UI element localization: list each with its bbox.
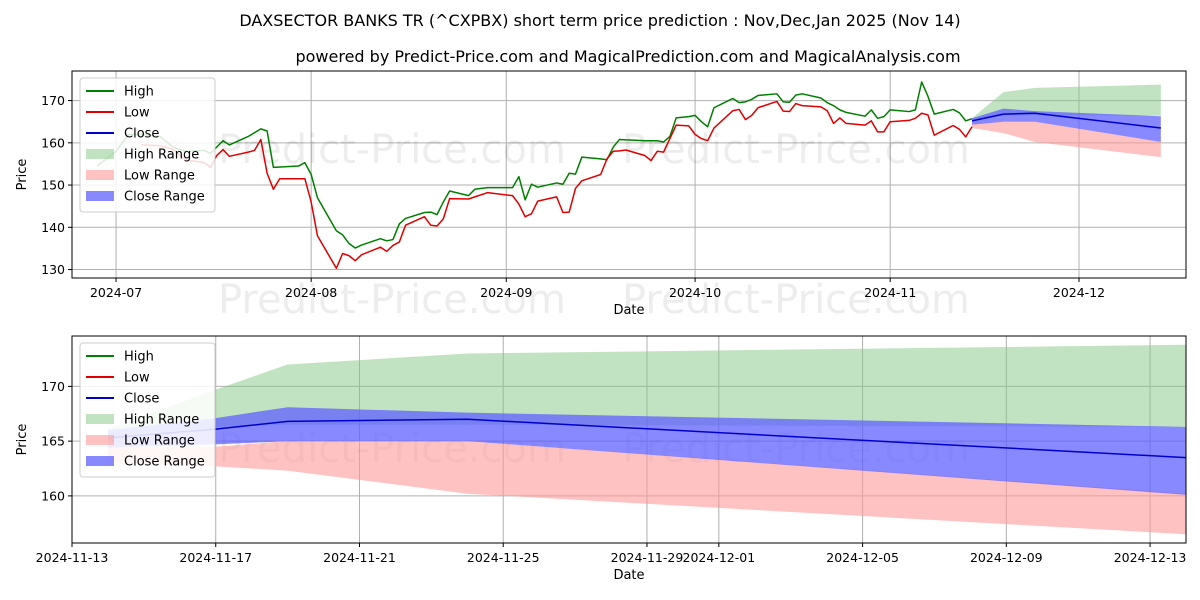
bottom-xtick-label-1: 2024-11-17: [179, 550, 252, 565]
bottom-xtick-label-4: 2024-11-29: [611, 550, 684, 565]
bottom-ytick-label-2: 170: [41, 379, 65, 394]
top-watermark-0: Predict-Price.com: [218, 127, 566, 173]
bottom-legend-label-1: Low: [124, 371, 150, 386]
top-plot-area: [96, 81, 1161, 270]
top-low-range-band: [972, 121, 1161, 158]
bottom-low-range-band: [107, 441, 1186, 535]
top-legend-label-4: Low Range: [124, 169, 195, 184]
top-legend-label-5: Close Range: [124, 190, 205, 205]
bottom-y-axis-label: Price: [15, 424, 30, 456]
top-axes-frame: [71, 70, 1187, 279]
chart-title: DAXSECTOR BANKS TR (^CXPBX) short term p…: [239, 11, 960, 30]
bottom-legend-swatch-5: [86, 456, 114, 466]
top-high-line: [96, 81, 973, 249]
bottom-xtick-label-7: 2024-12-09: [970, 550, 1043, 565]
bottom-xtick-label-6: 2024-12-05: [826, 550, 899, 565]
top-watermark-3: Predict-Price.com: [622, 277, 970, 323]
top-legend-swatch-5: [86, 191, 114, 201]
top-legend-swatch-3: [86, 149, 114, 159]
top-xtick-label-4: 2024-11: [864, 285, 916, 300]
top-legend-label-0: High: [124, 85, 154, 100]
bottom-legend-label-0: High: [124, 350, 154, 365]
bottom-xtick-label-2: 2024-11-21: [323, 550, 396, 565]
bottom-legend-label-4: Low Range: [124, 434, 195, 449]
bottom-legend-label-3: High Range: [124, 413, 199, 428]
bottom-ytick-label-1: 165: [41, 434, 65, 449]
top-legend-label-2: Close: [124, 127, 159, 142]
top-close-range-band: [972, 108, 1161, 142]
top-close-line: [971, 112, 1161, 129]
bottom-legend-swatch-3: [86, 414, 114, 424]
bottom-x-axis-label: Date: [613, 568, 644, 583]
top-legend: High Low Close High Range Low Range Close Ran…: [79, 77, 216, 213]
top-xtick-label-0: 2024-07: [90, 285, 142, 300]
bottom-xtick-label-3: 2024-11-25: [467, 550, 540, 565]
top-xtick-label-3: 2024-10: [669, 285, 721, 300]
top-ytick-label-2: 150: [41, 178, 65, 193]
bottom-xtick-label-5: 2024-12-01: [683, 550, 756, 565]
bottom-legend: High Low Close High Range Low Range Close Ran…: [79, 342, 216, 478]
bottom-ytick-label-0: 160: [41, 488, 65, 503]
bottom-plot-area: [107, 344, 1186, 535]
bottom-axes-frame: [71, 335, 1187, 544]
top-low-line: [141, 100, 973, 270]
top-ytick-label-3: 160: [41, 135, 65, 150]
bottom-legend-swatch-4: [86, 435, 114, 445]
top-ytick-label-4: 170: [41, 93, 65, 108]
bottom-legend-label-2: Close: [124, 392, 159, 407]
bottom-close-range-band: [107, 407, 1186, 495]
top-y-axis-label: Price: [15, 159, 30, 191]
top-ytick-label-0: 130: [41, 262, 65, 277]
top-legend-swatch-4: [86, 170, 114, 180]
top-watermark-2: Predict-Price.com: [218, 277, 566, 323]
top-ytick-label-1: 140: [41, 220, 65, 235]
top-xtick-label-5: 2024-12: [1053, 285, 1105, 300]
top-x-axis-label: Date: [613, 303, 644, 318]
top-legend-label-3: High Range: [124, 148, 199, 163]
top-panel: Predict-Price.com Predict-Price.com Predic…: [15, 70, 1187, 323]
bottom-panel: Predict-Price.comPredict-Price.com160165…: [15, 335, 1187, 583]
top-xtick-label-1: 2024-08: [285, 285, 337, 300]
top-xtick-label-2: 2024-09: [480, 285, 532, 300]
bottom-legend-label-5: Close Range: [124, 455, 205, 470]
top-watermark-1: Predict-Price.com: [622, 127, 970, 173]
top-legend-label-1: Low: [124, 106, 150, 121]
bottom-xtick-label-8: 2024-12-13: [1114, 550, 1187, 565]
bottom-xtick-label-0: 2024-11-13: [36, 550, 109, 565]
chart-subtitle: powered by Predict-Price.com and Magical…: [295, 47, 960, 66]
